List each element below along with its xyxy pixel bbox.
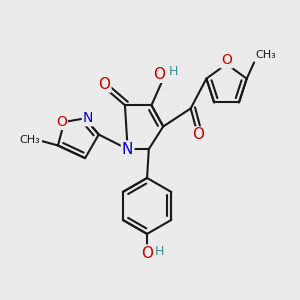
- Text: O: O: [56, 115, 67, 129]
- Text: O: O: [141, 246, 153, 261]
- Text: H: H: [169, 65, 178, 78]
- Text: O: O: [153, 67, 165, 82]
- Text: O: O: [221, 53, 232, 68]
- Text: O: O: [98, 76, 110, 92]
- Text: CH₃: CH₃: [256, 50, 276, 60]
- Text: O: O: [192, 128, 204, 142]
- Text: N: N: [83, 111, 93, 125]
- Text: CH₃: CH₃: [20, 135, 40, 145]
- Text: H: H: [154, 245, 164, 258]
- Text: N: N: [122, 142, 133, 157]
